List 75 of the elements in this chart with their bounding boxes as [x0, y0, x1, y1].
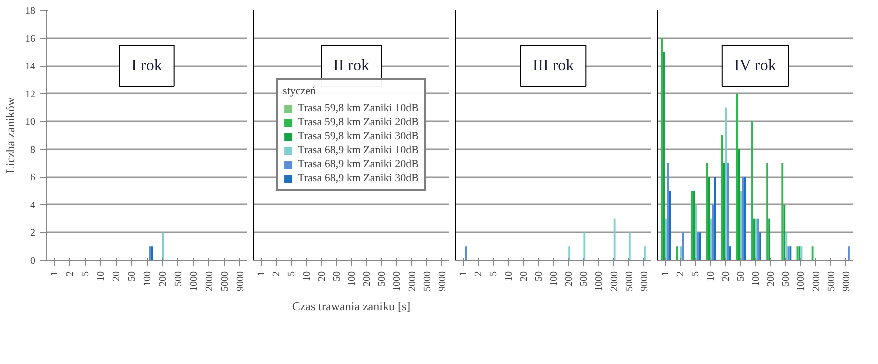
x-tick-label: 20 — [112, 272, 123, 282]
x-tick-label: 500 — [579, 272, 590, 286]
legend-title: styczeń — [283, 86, 318, 98]
x-tick-label: 100 — [347, 272, 358, 286]
x-tick-label: 1000 — [796, 272, 808, 292]
x-tick-label: 50 — [127, 272, 138, 282]
x-tick-label: 5000 — [422, 272, 434, 292]
x-tick-label: 2000 — [811, 272, 822, 292]
x-axis-title: Czas trawania zaniku [s] — [292, 300, 411, 314]
x-tick-label: 2 — [272, 272, 283, 276]
annotation: II rok — [334, 58, 370, 75]
y-tick-label: 2 — [30, 228, 36, 240]
x-tick-label: 9000 — [437, 272, 448, 292]
x-tick-label: 50 — [534, 272, 545, 282]
x-tick-label: 9000 — [235, 272, 246, 292]
x-tick-label: 1 — [256, 272, 268, 276]
x-tick-label: 1 — [660, 272, 672, 276]
legend-label: Trasa 68,9 km Zaniki 10dB — [298, 144, 419, 156]
x-tick-label: 10 — [302, 272, 313, 282]
x-tick-label: 200 — [362, 272, 374, 286]
y-tick-label: 6 — [30, 172, 36, 184]
x-tick-label: 1 — [50, 272, 61, 276]
x-tick-label: 500 — [781, 272, 792, 286]
x-tick-label: 5000 — [220, 272, 231, 292]
y-tick-label: 14 — [26, 62, 36, 73]
legend-label: Trasa 68,9 km Zaniki 20dB — [298, 158, 419, 170]
x-tick-label: 50 — [332, 272, 343, 282]
y-tick-label: 12 — [26, 89, 36, 100]
x-tick-label: 200 — [766, 272, 778, 286]
x-tick-label: 500 — [173, 272, 184, 286]
legend-label: Trasa 59,8 km Zaniki 30dB — [298, 130, 419, 142]
x-tick-label: 5000 — [826, 272, 838, 292]
x-tick-label: 20 — [518, 272, 530, 282]
x-tick-label: 1 — [458, 272, 470, 276]
x-tick-label: 9000 — [841, 272, 852, 292]
legend-label: Trasa 59,8 km Zaniki 20dB — [298, 116, 419, 128]
x-tick-label: 200 — [158, 272, 169, 286]
x-tick-label: 50 — [736, 272, 747, 282]
x-tick-label: 10 — [504, 272, 515, 282]
x-tick-label: 20 — [720, 272, 732, 282]
annotation: I rok — [132, 58, 162, 75]
x-tick-label: 1000 — [188, 272, 200, 292]
x-tick-label: 2000 — [204, 272, 216, 292]
x-tick-label: 2 — [474, 272, 485, 276]
x-tick-label: 5 — [286, 272, 298, 276]
x-tick-label: 9000 — [639, 272, 650, 292]
x-tick-label: 10 — [96, 272, 108, 282]
x-tick-label: 2000 — [609, 272, 620, 292]
x-tick-label: 5 — [80, 272, 92, 276]
x-tick-label: 2000 — [407, 272, 418, 292]
x-tick-label: 5000 — [624, 272, 636, 292]
x-tick-label: 100 — [751, 272, 762, 286]
x-tick-label: 500 — [377, 272, 388, 286]
y-tick-label: 8 — [30, 144, 36, 156]
y-tick-label: 16 — [26, 34, 36, 45]
x-tick-label: 1000 — [594, 272, 606, 292]
annotation: III rok — [532, 58, 574, 75]
y-tick-label: 18 — [26, 6, 36, 17]
x-tick-label: 2 — [65, 272, 76, 276]
legend-label: Trasa 59,8 km Zaniki 10dB — [298, 102, 419, 114]
x-tick-label: 20 — [316, 272, 328, 282]
legend-label: Trasa 68,9 km Zaniki 30dB — [298, 172, 419, 184]
x-tick-label: 1000 — [392, 272, 404, 292]
y-axis-title: Liczba zaników — [4, 97, 18, 174]
x-tick-label: 200 — [564, 272, 576, 286]
y-tick-label: 4 — [30, 200, 36, 212]
y-tick-label: 0 — [30, 256, 36, 267]
x-tick-label: 5 — [488, 272, 500, 276]
x-tick-label: 2 — [676, 272, 687, 276]
x-tick-label: 100 — [549, 272, 560, 286]
x-tick-label: 5 — [690, 272, 702, 276]
y-tick-label: 10 — [26, 117, 36, 128]
x-tick-label: 10 — [706, 272, 717, 282]
x-tick-label: 100 — [142, 272, 154, 286]
annotation: IV rok — [734, 58, 776, 75]
